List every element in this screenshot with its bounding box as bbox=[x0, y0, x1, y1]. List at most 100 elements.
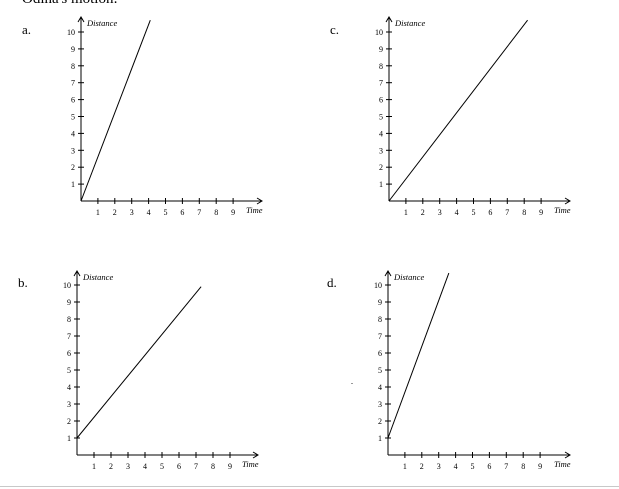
x-axis-arrow-a bbox=[256, 197, 263, 205]
x-axis-title-a: Time bbox=[246, 205, 263, 215]
x-tick-label-d-8: 8 bbox=[521, 462, 525, 471]
x-tick-label-d-5: 5 bbox=[471, 462, 475, 471]
x-tick-label-d-9: 9 bbox=[538, 462, 542, 471]
y-tick-label-d-2: 2 bbox=[378, 417, 382, 426]
x-tick-label-a-9: 9 bbox=[231, 208, 235, 217]
y-axis-arrow-b bbox=[73, 270, 81, 277]
y-tick-label-b-5: 5 bbox=[67, 366, 71, 375]
y-tick-label-d-5: 5 bbox=[378, 366, 382, 375]
y-tick-label-a-10: 10 bbox=[67, 28, 75, 37]
y-tick-label-b-8: 8 bbox=[67, 315, 71, 324]
x-tick-label-a-1: 1 bbox=[96, 208, 100, 217]
option-label-c: c. bbox=[330, 22, 340, 37]
y-tick-label-b-6: 6 bbox=[67, 349, 71, 358]
y-tick-label-c-5: 5 bbox=[379, 113, 383, 122]
y-tick-label-a-1: 1 bbox=[71, 180, 75, 189]
y-tick-label-c-2: 2 bbox=[379, 163, 383, 172]
y-tick-label-b-1: 1 bbox=[67, 434, 71, 443]
y-tick-label-b-4: 4 bbox=[67, 383, 71, 392]
y-tick-label-d-3: 3 bbox=[378, 400, 382, 409]
series-line-a bbox=[80, 19, 151, 202]
y-tick-label-a-3: 3 bbox=[71, 146, 75, 155]
x-tick-label-b-4: 4 bbox=[143, 462, 147, 471]
x-tick-label-d-3: 3 bbox=[437, 462, 441, 471]
y-axis-title-b: Distance bbox=[82, 272, 113, 282]
y-tick-label-c-10: 10 bbox=[375, 28, 383, 37]
x-tick-label-d-6: 6 bbox=[487, 462, 491, 471]
y-axis-arrow-d bbox=[384, 270, 392, 277]
y-tick-label-b-3: 3 bbox=[67, 400, 71, 409]
x-tick-label-d-7: 7 bbox=[504, 462, 508, 471]
option-label-d: d. bbox=[327, 275, 337, 290]
y-tick-label-d-7: 7 bbox=[378, 332, 382, 341]
y-tick-label-c-6: 6 bbox=[379, 96, 383, 105]
y-tick-label-b-2: 2 bbox=[67, 417, 71, 426]
x-tick-label-d-2: 2 bbox=[420, 462, 424, 471]
x-axis-arrow-c bbox=[564, 197, 571, 205]
series-line-b bbox=[76, 286, 202, 439]
y-tick-label-d-4: 4 bbox=[378, 383, 382, 392]
y-axis-title-a: Distance bbox=[86, 18, 117, 28]
y-tick-label-c-3: 3 bbox=[379, 146, 383, 155]
x-tick-label-b-1: 1 bbox=[92, 462, 96, 471]
option-label-b: b. bbox=[18, 275, 28, 290]
y-tick-label-d-1: 1 bbox=[378, 434, 382, 443]
y-tick-label-a-7: 7 bbox=[71, 79, 75, 88]
x-axis-title-d: Time bbox=[554, 459, 571, 469]
x-tick-label-c-9: 9 bbox=[539, 208, 543, 217]
x-tick-label-c-2: 2 bbox=[421, 208, 425, 217]
x-tick-label-c-5: 5 bbox=[472, 208, 476, 217]
x-tick-label-c-7: 7 bbox=[505, 208, 509, 217]
y-tick-label-a-6: 6 bbox=[71, 96, 75, 105]
y-tick-label-b-9: 9 bbox=[67, 298, 71, 307]
x-tick-label-c-6: 6 bbox=[488, 208, 492, 217]
x-tick-label-b-7: 7 bbox=[194, 462, 198, 471]
y-tick-label-a-2: 2 bbox=[71, 163, 75, 172]
x-tick-label-c-8: 8 bbox=[522, 208, 526, 217]
x-tick-label-a-8: 8 bbox=[214, 208, 218, 217]
x-tick-label-a-6: 6 bbox=[180, 208, 184, 217]
y-tick-label-a-4: 4 bbox=[71, 129, 75, 138]
y-tick-label-a-8: 8 bbox=[71, 62, 75, 71]
x-axis-title-b: Time bbox=[242, 459, 259, 469]
y-tick-label-d-6: 6 bbox=[378, 349, 382, 358]
bottom-divider bbox=[0, 486, 619, 487]
x-tick-label-c-3: 3 bbox=[438, 208, 442, 217]
y-axis-title-c: Distance bbox=[394, 18, 425, 28]
y-tick-label-c-1: 1 bbox=[379, 180, 383, 189]
y-tick-label-d-9: 9 bbox=[378, 298, 382, 307]
x-tick-label-a-7: 7 bbox=[197, 208, 201, 217]
x-tick-label-b-9: 9 bbox=[228, 462, 232, 471]
y-axis-title-d: Distance bbox=[393, 272, 424, 282]
x-tick-label-c-1: 1 bbox=[404, 208, 408, 217]
y-tick-label-d-10: 10 bbox=[374, 281, 382, 290]
y-tick-label-c-7: 7 bbox=[379, 79, 383, 88]
y-tick-label-d-8: 8 bbox=[378, 315, 382, 324]
y-axis-arrow-c bbox=[385, 16, 393, 23]
x-tick-label-a-4: 4 bbox=[147, 208, 151, 217]
series-line-d bbox=[387, 272, 450, 439]
question-header: Odina's motion: bbox=[22, 0, 118, 8]
x-tick-label-a-2: 2 bbox=[113, 208, 117, 217]
y-tick-label-c-9: 9 bbox=[379, 45, 383, 54]
y-tick-label-b-7: 7 bbox=[67, 332, 71, 341]
option-label-a: a. bbox=[22, 22, 32, 37]
x-tick-label-b-2: 2 bbox=[109, 462, 113, 471]
y-tick-label-c-8: 8 bbox=[379, 62, 383, 71]
x-tick-label-a-3: 3 bbox=[130, 208, 134, 217]
x-tick-label-d-4: 4 bbox=[454, 462, 458, 471]
y-tick-label-b-10: 10 bbox=[63, 281, 71, 290]
stray-mark bbox=[351, 383, 353, 384]
y-axis-arrow-a bbox=[77, 16, 85, 23]
x-tick-label-b-6: 6 bbox=[177, 462, 181, 471]
series-line-c bbox=[388, 19, 528, 202]
x-axis-title-c: Time bbox=[554, 205, 571, 215]
x-tick-label-b-8: 8 bbox=[211, 462, 215, 471]
x-tick-label-b-3: 3 bbox=[126, 462, 130, 471]
x-tick-label-d-1: 1 bbox=[403, 462, 407, 471]
x-tick-label-c-4: 4 bbox=[455, 208, 459, 217]
